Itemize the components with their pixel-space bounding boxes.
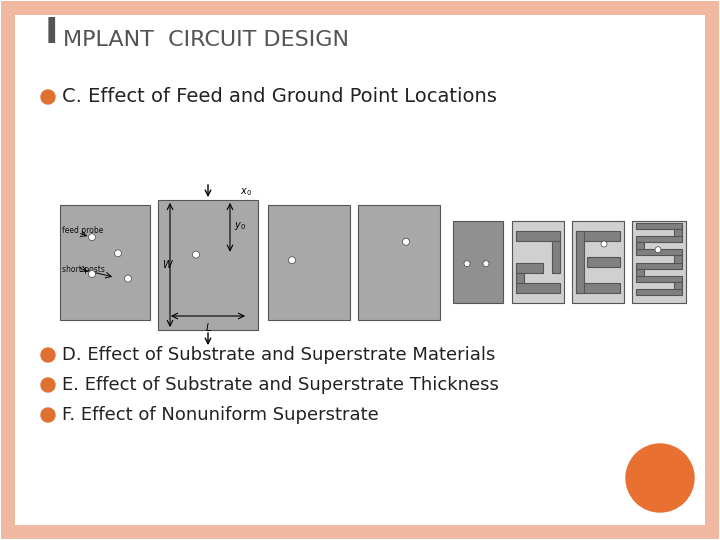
Bar (358, 205, 440, 320)
Bar (60, 205, 150, 320)
Bar (674, 229, 682, 236)
Bar (516, 273, 524, 283)
Bar (636, 289, 682, 295)
Bar (268, 205, 350, 320)
Circle shape (483, 261, 489, 267)
Bar (512, 221, 564, 303)
Bar (516, 283, 560, 293)
Text: W: W (162, 260, 171, 270)
Circle shape (41, 90, 55, 104)
Text: I: I (45, 16, 58, 50)
Text: C. Effect of Feed and Ground Point Locations: C. Effect of Feed and Ground Point Locat… (62, 87, 497, 106)
Text: D. Effect of Substrate and Superstrate Materials: D. Effect of Substrate and Superstrate M… (62, 346, 495, 364)
Bar (674, 282, 682, 289)
Bar (636, 242, 644, 249)
Bar (674, 255, 682, 262)
Bar (636, 236, 682, 242)
Circle shape (655, 247, 661, 253)
Circle shape (125, 275, 132, 282)
Circle shape (114, 250, 122, 257)
Bar (636, 249, 682, 255)
Text: feed probe: feed probe (62, 226, 104, 235)
Circle shape (89, 234, 96, 241)
Circle shape (464, 261, 470, 267)
Circle shape (626, 444, 694, 512)
Bar (576, 231, 584, 293)
Text: MPLANT  CIRCUIT DESIGN: MPLANT CIRCUIT DESIGN (63, 30, 349, 50)
Bar (552, 241, 560, 273)
Bar (453, 221, 503, 303)
Circle shape (41, 408, 55, 422)
Text: $y_0$: $y_0$ (234, 220, 246, 232)
Circle shape (41, 348, 55, 362)
Bar (636, 223, 682, 229)
Circle shape (289, 256, 295, 264)
Bar (158, 200, 258, 330)
Circle shape (402, 238, 410, 245)
Circle shape (601, 241, 607, 247)
Bar (587, 257, 620, 267)
Text: E. Effect of Substrate and Superstrate Thickness: E. Effect of Substrate and Superstrate T… (62, 376, 499, 394)
Text: F. Effect of Nonuniform Superstrate: F. Effect of Nonuniform Superstrate (62, 406, 379, 424)
Circle shape (89, 271, 96, 278)
Text: $x_0$: $x_0$ (240, 186, 252, 198)
Bar (516, 263, 543, 273)
Bar (572, 221, 624, 303)
Bar (576, 283, 620, 293)
Bar (632, 221, 686, 303)
Circle shape (192, 251, 199, 258)
Circle shape (41, 378, 55, 392)
Bar (516, 231, 560, 241)
Bar (636, 276, 682, 282)
Bar (636, 262, 682, 268)
Bar (636, 268, 644, 276)
Bar (576, 231, 620, 241)
Text: L: L (206, 323, 212, 333)
Text: short posts: short posts (62, 265, 105, 274)
